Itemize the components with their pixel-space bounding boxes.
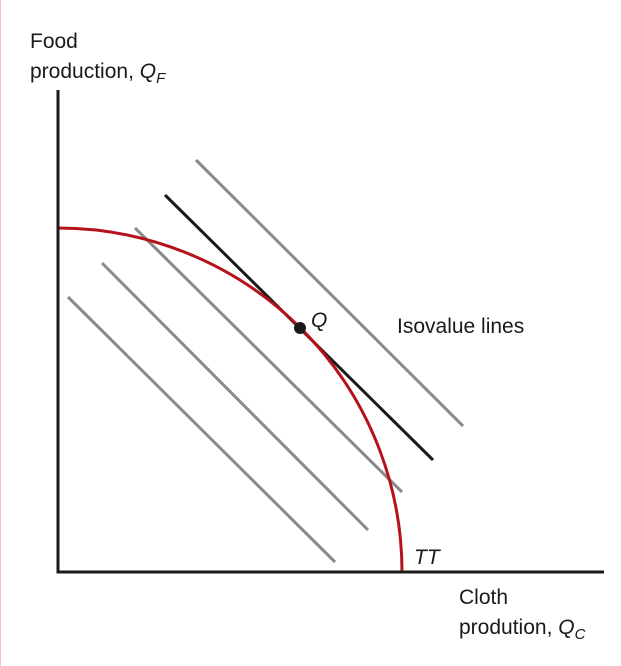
y-axis-label-line2: production, QF xyxy=(30,60,166,87)
isovalue-line-3 xyxy=(133,226,404,494)
y-axis-label-line1: Food xyxy=(30,30,78,53)
x-axis-variable: Q xyxy=(558,616,574,639)
isovalue-line-4 xyxy=(194,158,465,428)
tt-curve-label: TT xyxy=(414,546,442,569)
tt-curve xyxy=(57,226,404,573)
axes xyxy=(56,90,604,574)
isovalue-lines-label: Isovalue lines xyxy=(397,315,524,338)
y-axis-label-text: production, xyxy=(30,60,140,83)
y-axis-variable: Q xyxy=(140,60,156,83)
x-axis-label-text: prodution, xyxy=(459,616,558,639)
point-q-label: Q xyxy=(311,309,327,332)
isovalue-lines xyxy=(66,158,465,564)
x-axis-label-line1: Cloth xyxy=(459,586,508,609)
y-axis-subscript: F xyxy=(156,70,166,87)
x-axis-label-line2: prodution, QC xyxy=(459,616,586,643)
page-edge-rule xyxy=(0,0,1,666)
isovalue-line-1 xyxy=(66,295,337,564)
x-axis-subscript: C xyxy=(575,626,586,643)
isovalue-line-2 xyxy=(100,261,370,532)
point-q xyxy=(294,322,306,334)
